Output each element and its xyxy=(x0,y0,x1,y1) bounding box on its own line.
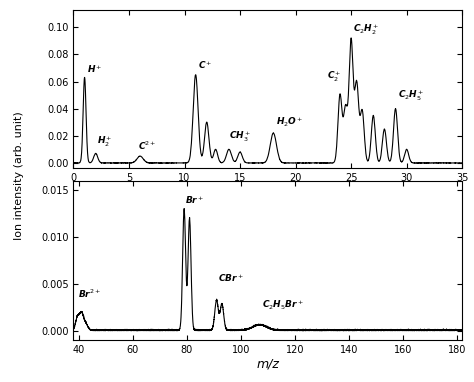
Text: C$_2$H$_5$Br$^+$: C$_2$H$_5$Br$^+$ xyxy=(263,299,304,312)
Text: Ion intensity (arb. unit): Ion intensity (arb. unit) xyxy=(14,111,24,240)
Text: C$^{2+}$: C$^{2+}$ xyxy=(138,140,156,152)
X-axis label: m/z: m/z xyxy=(256,358,279,371)
Text: C$^+$: C$^+$ xyxy=(198,59,212,71)
Text: H$^+$: H$^+$ xyxy=(87,63,102,75)
Text: CBr$^+$: CBr$^+$ xyxy=(218,272,244,284)
Text: C$_2$H$_2^+$: C$_2$H$_2^+$ xyxy=(353,23,380,37)
Text: H$_2$O$^+$: H$_2$O$^+$ xyxy=(275,116,303,129)
Text: C$_2$H$_5^+$: C$_2$H$_5^+$ xyxy=(398,89,424,103)
Text: H$_2^+$: H$_2^+$ xyxy=(97,135,112,149)
Text: CH$_3^+$: CH$_3^+$ xyxy=(229,130,251,144)
Text: Br$^+$: Br$^+$ xyxy=(185,195,205,206)
Text: C$_2^+$: C$_2^+$ xyxy=(327,70,341,84)
Text: Br$^{2+}$: Br$^{2+}$ xyxy=(78,287,101,300)
